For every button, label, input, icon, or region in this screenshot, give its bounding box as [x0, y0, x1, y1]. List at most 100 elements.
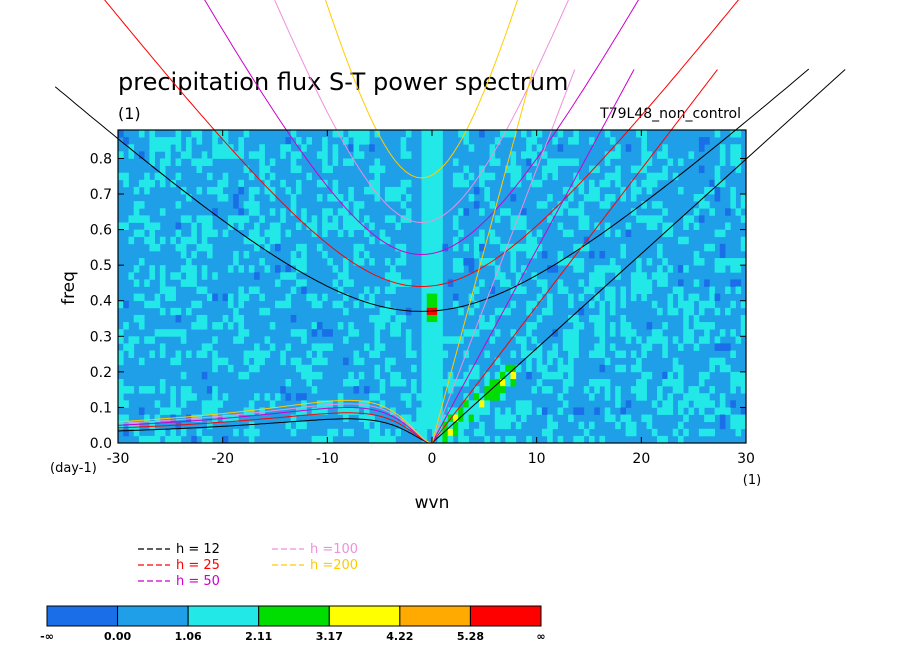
field-cell: [322, 158, 328, 166]
field-cell: [421, 421, 428, 430]
field-cell: [180, 215, 187, 223]
field-cell: [735, 208, 742, 216]
field-cell: [295, 137, 302, 145]
field-cell: [709, 414, 715, 423]
field-cell: [693, 393, 700, 401]
field-cell: [609, 293, 616, 302]
field-cell: [730, 378, 736, 387]
field-cell: [473, 414, 480, 423]
field-cell: [463, 371, 470, 380]
field-cell: [165, 293, 171, 302]
field-cell: [505, 243, 511, 252]
field-cell: [159, 378, 166, 387]
field-cell: [552, 137, 558, 145]
field-cell: [662, 407, 668, 415]
field-cell: [343, 428, 349, 437]
field-cell: [719, 151, 726, 159]
field-cell: [374, 435, 381, 443]
field-cell: [154, 293, 161, 302]
field-cell: [222, 130, 229, 138]
colorbar-level-label: 0.00: [104, 630, 131, 643]
field-cell: [698, 215, 705, 223]
field-cell: [243, 357, 250, 366]
field-cell: [432, 407, 438, 415]
field-cell: [159, 307, 166, 316]
field-cell: [421, 265, 428, 273]
field-cell: [327, 194, 333, 202]
field-cell: [384, 307, 391, 316]
field-cell: [604, 265, 611, 273]
field-cell: [191, 130, 197, 138]
field-cell: [735, 130, 742, 138]
field-cell: [301, 393, 307, 401]
field-cell: [363, 407, 370, 415]
field-cell: [437, 215, 443, 223]
field-cell: [615, 172, 621, 181]
field-cell: [316, 322, 323, 330]
field-cell: [677, 435, 684, 443]
field-cell: [704, 322, 710, 330]
field-cell: [264, 179, 271, 188]
field-cell: [327, 400, 333, 408]
ig-wave-curve: [104, 0, 739, 288]
field-cell: [494, 236, 501, 245]
field-cell: [348, 158, 354, 166]
field-cell: [379, 386, 386, 394]
field-cell: [641, 165, 647, 174]
field-cell: [227, 322, 234, 330]
field-cell: [118, 400, 124, 408]
field-cell: [159, 407, 166, 415]
field-cell: [615, 179, 621, 188]
field-cell: [510, 329, 517, 337]
field-cell: [578, 258, 585, 266]
field-cell: [599, 272, 606, 280]
field-cell: [154, 428, 161, 437]
field-cell: [301, 243, 307, 252]
field-cell: [343, 357, 349, 366]
field-cell: [259, 236, 265, 245]
field-cell: [494, 265, 501, 273]
field-cell: [442, 428, 449, 437]
field-cell: [421, 336, 428, 344]
field-cell: [212, 357, 218, 366]
field-cell: [165, 286, 171, 295]
field-cell: [196, 428, 203, 437]
field-cell: [657, 151, 663, 159]
field-cell: [484, 400, 490, 408]
field-cell: [437, 158, 443, 166]
field-cell: [594, 293, 600, 302]
field-cell: [405, 393, 412, 401]
field-cell: [353, 222, 360, 230]
field-cell: [426, 378, 433, 387]
field-cell: [369, 314, 375, 323]
field-cell: [568, 158, 574, 166]
field-cell: [735, 371, 742, 380]
field-cell: [740, 194, 746, 202]
field-cell: [196, 243, 203, 252]
field-cell: [322, 407, 328, 415]
field-cell: [541, 201, 548, 209]
field-cell: [636, 130, 642, 138]
field-cell: [536, 364, 543, 373]
field-cell: [641, 179, 647, 188]
field-cell: [683, 215, 689, 223]
field-cell: [421, 272, 428, 280]
dispersion-curve-h50: [117, 0, 639, 444]
field-cell: [369, 293, 375, 302]
field-cell: [489, 386, 496, 394]
field-cell: [541, 250, 548, 259]
field-cell: [264, 265, 271, 273]
field-cell: [180, 243, 187, 252]
field-cell: [437, 307, 443, 316]
field-cell: [510, 158, 517, 166]
field-cell: [489, 144, 496, 152]
field-cell: [379, 322, 386, 330]
field-cell: [641, 350, 647, 359]
field-cell: [693, 400, 700, 408]
field-cell: [421, 386, 428, 394]
field-cell: [175, 329, 182, 337]
field-cell: [526, 371, 532, 380]
field-cell: [520, 222, 527, 230]
field-cell: [322, 144, 328, 152]
field-cell: [348, 194, 354, 202]
